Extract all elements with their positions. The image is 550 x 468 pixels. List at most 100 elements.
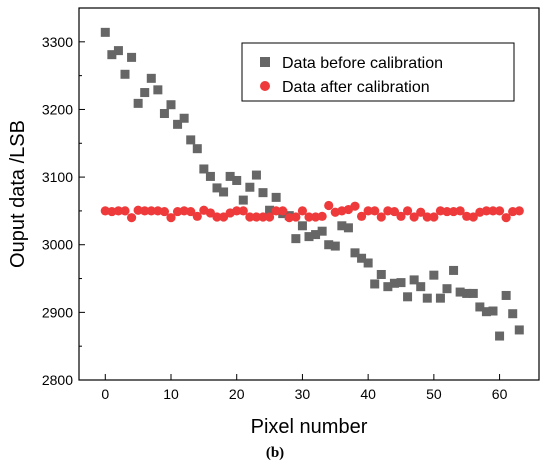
- data-point: [126, 213, 137, 223]
- x-tick-label: 20: [229, 386, 245, 402]
- data-point: [192, 144, 202, 154]
- data-point: [245, 212, 255, 222]
- data-point: [311, 230, 321, 240]
- data-point: [435, 293, 445, 303]
- data-point: [455, 287, 465, 297]
- data-point: [113, 206, 124, 216]
- legend-label-before: Data before calibration: [282, 55, 443, 72]
- y-tick-label: 2900: [42, 304, 73, 320]
- data-point: [416, 282, 426, 292]
- data-point: [317, 226, 327, 236]
- data-point: [245, 182, 255, 192]
- data-point: [449, 265, 459, 275]
- y-tick-label: 3300: [42, 34, 73, 50]
- data-point: [304, 232, 314, 242]
- data-point: [514, 325, 524, 335]
- data-point: [297, 206, 308, 216]
- x-axis-ticks: 0 10 20 30 40 50 60: [101, 374, 508, 402]
- y-axis-ticks: 2800 2900 3000 3100 3200 3300: [42, 34, 85, 388]
- data-point: [258, 212, 268, 222]
- data-point: [501, 213, 511, 223]
- data-point: [258, 188, 268, 198]
- data-point: [146, 206, 156, 216]
- x-tick-label: 10: [163, 386, 179, 402]
- x-tick-label: 0: [101, 386, 109, 402]
- data-point: [192, 211, 202, 221]
- data-point: [356, 211, 367, 221]
- data-point: [495, 331, 505, 341]
- y-tick-label: 3000: [42, 237, 73, 253]
- data-point: [291, 234, 301, 244]
- data-point: [488, 206, 498, 216]
- data-point: [173, 119, 183, 129]
- data-point: [396, 278, 406, 288]
- y-axis-title: Ouput data /LSB: [7, 120, 29, 268]
- figure-caption: (b): [266, 445, 284, 461]
- data-point: [271, 206, 281, 216]
- data-point: [133, 98, 143, 108]
- data-point: [508, 309, 518, 319]
- data-point: [376, 212, 386, 222]
- legend-marker-before: [260, 57, 270, 67]
- data-point: [350, 201, 360, 211]
- x-tick-label: 30: [295, 386, 311, 402]
- legend-box: [241, 42, 515, 102]
- data-point: [488, 306, 498, 316]
- data-point: [409, 275, 419, 285]
- x-tick-label: 50: [426, 386, 442, 402]
- data-point: [251, 212, 262, 222]
- data-point: [494, 206, 505, 216]
- data-point: [186, 206, 196, 217]
- data-point: [297, 221, 307, 231]
- data-point: [153, 85, 163, 95]
- data-point: [107, 50, 117, 60]
- data-point: [232, 175, 242, 185]
- data-point: [225, 171, 235, 181]
- data-point: [429, 212, 439, 222]
- data-point: [205, 171, 215, 181]
- data-point: [330, 241, 340, 251]
- data-point: [481, 206, 492, 216]
- data-point: [251, 170, 261, 180]
- data-point: [403, 292, 413, 302]
- data-point: [429, 270, 439, 280]
- data-point: [501, 290, 511, 300]
- data-point: [324, 200, 334, 211]
- data-point: [475, 302, 485, 312]
- data-point: [140, 88, 150, 98]
- legend-label-after: Data after calibration: [282, 79, 430, 96]
- data-point: [468, 288, 478, 298]
- data-point: [120, 206, 130, 216]
- data-point: [442, 206, 452, 217]
- data-point: [389, 206, 400, 217]
- data-point: [462, 288, 472, 298]
- data-point: [481, 307, 491, 317]
- data-point: [238, 195, 248, 205]
- data-point: [278, 206, 288, 216]
- data-point: [218, 212, 229, 222]
- data-point: [343, 223, 353, 233]
- data-point: [455, 206, 465, 216]
- data-point: [402, 206, 413, 216]
- plot-frame: [78, 7, 540, 381]
- data-point: [422, 212, 432, 222]
- data-point: [370, 206, 380, 216]
- data-point: [304, 212, 314, 222]
- data-point: [140, 206, 150, 216]
- data-point: [357, 253, 367, 263]
- data-point: [363, 258, 373, 268]
- x-tick-label: 40: [360, 386, 376, 402]
- data-point: [376, 269, 386, 279]
- y-tick-label: 2800: [42, 372, 73, 388]
- data-point: [205, 208, 216, 218]
- data-point: [212, 183, 222, 193]
- data-point: [159, 206, 170, 217]
- data-point: [389, 278, 399, 288]
- data-point: [416, 207, 426, 217]
- data-point: [212, 212, 222, 222]
- x-axis-title: Pixel number: [251, 416, 368, 438]
- legend-marker-after: [260, 81, 270, 91]
- data-point: [396, 211, 406, 221]
- data-point: [409, 212, 419, 222]
